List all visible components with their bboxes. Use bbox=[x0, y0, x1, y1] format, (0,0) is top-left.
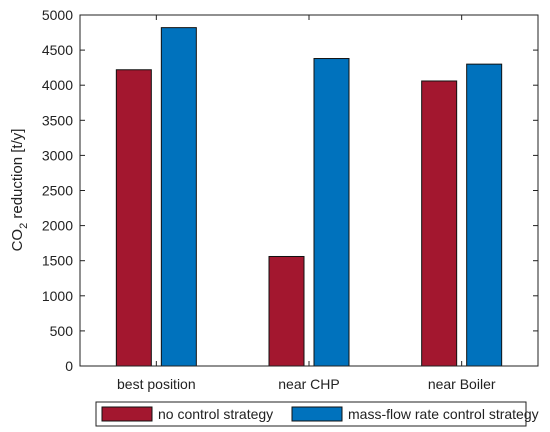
y-axis-label: CO2 reduction [t/y] bbox=[9, 129, 30, 252]
x-tick-label: near CHP bbox=[278, 376, 339, 392]
legend-swatch bbox=[291, 406, 343, 422]
y-tick-label: 1500 bbox=[42, 253, 73, 269]
y-tick-label: 4000 bbox=[42, 77, 73, 93]
y-tick-label: 500 bbox=[50, 323, 74, 339]
bars-layer bbox=[115, 27, 503, 367]
x-tick-label: near Boiler bbox=[428, 376, 496, 392]
x-axis: best position near CHP near Boiler bbox=[117, 15, 496, 392]
y-axis: 0 500 1000 1500 2000 2500 3000 3500 4000 4500 5000 bbox=[42, 7, 538, 374]
legend: no control strategy mass-flow rate contro… bbox=[95, 401, 539, 427]
y-tick-label: 4500 bbox=[42, 42, 73, 58]
bar bbox=[313, 58, 350, 367]
y-tick-label: 2000 bbox=[42, 218, 73, 234]
legend-label: no control strategy bbox=[158, 406, 273, 422]
legend-swatch bbox=[101, 406, 153, 422]
x-tick-label: best position bbox=[117, 376, 196, 392]
bar bbox=[160, 27, 197, 367]
bar bbox=[115, 69, 152, 367]
y-tick-label: 1000 bbox=[42, 288, 73, 304]
y-tick-label: 3000 bbox=[42, 147, 73, 163]
legend-label: mass-flow rate control strategy bbox=[348, 406, 539, 422]
y-tick-label: 5000 bbox=[42, 7, 73, 23]
bar bbox=[268, 255, 305, 367]
y-tick-label: 2500 bbox=[42, 183, 73, 199]
y-tick-label: 0 bbox=[65, 358, 73, 374]
axes-box bbox=[79, 14, 539, 367]
bar bbox=[466, 63, 503, 367]
bar bbox=[421, 80, 458, 367]
y-tick-label: 3500 bbox=[42, 112, 73, 128]
